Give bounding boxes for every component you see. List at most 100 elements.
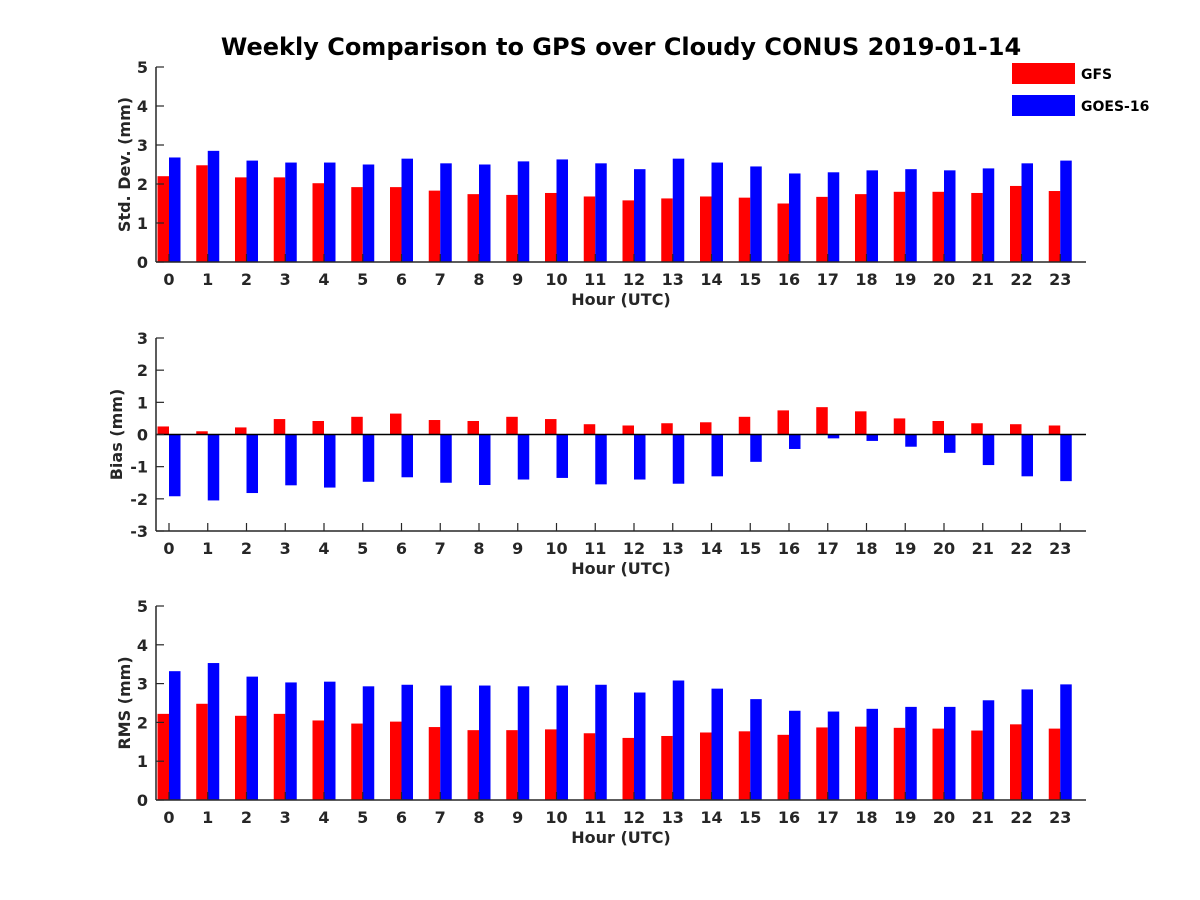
x-tick-label: 10 [545, 808, 567, 827]
bar-goes-16-14 [711, 162, 723, 262]
bar-gfs-9 [506, 730, 518, 800]
x-tick-label: 0 [163, 539, 174, 558]
bar-gfs-16 [777, 410, 789, 435]
bar-goes-16-9 [517, 161, 530, 262]
bar-gfs-6 [390, 413, 402, 435]
bar-goes-16-10 [556, 685, 568, 800]
x-tick-label: 15 [739, 270, 761, 289]
x-tick-label: 5 [357, 808, 368, 827]
x-tick-label: 1 [202, 270, 213, 289]
bar-goes-16-11 [595, 684, 607, 800]
x-tick-label: 19 [894, 808, 916, 827]
x-tick-label: 23 [1049, 808, 1071, 827]
bar-gfs-20 [932, 191, 944, 262]
legend-label-goes-16: GOES-16 [1081, 99, 1149, 115]
bar-goes-16-7 [440, 685, 452, 800]
bar-goes-16-8 [479, 164, 491, 262]
x-tick-label: 7 [435, 539, 446, 558]
bar-goes-16-16 [789, 710, 801, 800]
bar-goes-16-0 [169, 434, 181, 497]
bar-gfs-21 [971, 730, 983, 800]
x-tick-label: 12 [623, 270, 645, 289]
x-tick-label: 19 [894, 539, 916, 558]
bar-gfs-15 [738, 197, 751, 262]
bar-gfs-1 [196, 431, 208, 435]
y-tick-label: -3 [130, 522, 148, 541]
bar-gfs-23 [1048, 728, 1061, 800]
x-tick-label: 9 [512, 808, 523, 827]
bar-goes-16-23 [1060, 160, 1072, 262]
y-tick-label: 0 [137, 791, 148, 810]
x-axis-label: Hour (UTC) [571, 828, 671, 847]
x-tick-label: 0 [163, 270, 174, 289]
x-tick-label: 22 [1010, 539, 1032, 558]
bar-gfs-8 [467, 730, 479, 800]
x-tick-label: 6 [396, 539, 407, 558]
x-tick-label: 18 [855, 808, 877, 827]
x-tick-label: 11 [584, 539, 606, 558]
x-tick-label: 4 [318, 808, 329, 827]
y-tick-label: 4 [137, 636, 148, 655]
y-tick-label: -1 [130, 458, 148, 477]
x-tick-label: 18 [855, 539, 877, 558]
bar-gfs-21 [971, 423, 983, 435]
bar-goes-16-2 [246, 160, 258, 262]
bar-goes-16-15 [750, 166, 762, 262]
x-tick-label: 14 [700, 539, 722, 558]
bar-goes-16-11 [595, 434, 607, 485]
bar-goes-16-16 [789, 434, 801, 449]
bar-goes-16-2 [246, 434, 258, 494]
y-tick-label: 0 [137, 253, 148, 272]
bar-gfs-20 [932, 728, 944, 800]
bar-gfs-11 [583, 424, 596, 435]
bar-gfs-4 [312, 420, 324, 435]
bar-goes-16-23 [1060, 434, 1072, 482]
bar-gfs-22 [1010, 424, 1022, 435]
bar-goes-16-20 [944, 434, 956, 453]
bar-goes-16-21 [982, 168, 995, 262]
bar-gfs-23 [1048, 425, 1061, 435]
bar-gfs-9 [506, 194, 518, 262]
x-tick-label: 19 [894, 270, 916, 289]
bar-goes-16-4 [324, 162, 336, 262]
bar-goes-16-12 [634, 169, 646, 262]
x-axis-label: Hour (UTC) [571, 559, 671, 578]
bar-goes-16-22 [1021, 163, 1033, 262]
bar-gfs-13 [661, 198, 673, 262]
bar-gfs-2 [235, 715, 247, 800]
bar-gfs-15 [738, 416, 751, 435]
x-tick-label: 17 [817, 539, 839, 558]
bar-goes-16-9 [517, 686, 530, 800]
bar-gfs-12 [622, 737, 634, 800]
x-tick-label: 3 [280, 808, 291, 827]
bar-goes-16-20 [944, 706, 956, 800]
x-tick-label: 5 [357, 539, 368, 558]
bar-goes-16-5 [362, 434, 375, 482]
y-tick-label: 5 [137, 58, 148, 77]
x-tick-label: 0 [163, 808, 174, 827]
bar-gfs-14 [700, 422, 712, 435]
bar-gfs-17 [816, 727, 828, 800]
x-tick-label: 8 [473, 270, 484, 289]
bar-gfs-7 [428, 190, 441, 262]
bar-gfs-10 [545, 192, 557, 262]
bar-goes-16-15 [750, 434, 762, 462]
bar-gfs-1 [196, 165, 208, 262]
x-tick-label: 22 [1010, 270, 1032, 289]
x-tick-label: 17 [817, 270, 839, 289]
bar-goes-16-17 [827, 711, 840, 800]
bar-gfs-12 [622, 200, 634, 262]
x-tick-label: 2 [241, 808, 252, 827]
bar-goes-16-4 [324, 434, 336, 488]
bar-goes-16-1 [207, 434, 220, 501]
x-tick-label: 7 [435, 808, 446, 827]
bar-goes-16-23 [1060, 684, 1072, 800]
bar-goes-16-10 [556, 434, 568, 478]
x-tick-label: 20 [933, 808, 955, 827]
bar-goes-16-12 [634, 692, 646, 800]
bar-goes-16-18 [866, 434, 878, 441]
bar-goes-16-18 [866, 708, 878, 800]
bar-goes-16-17 [827, 172, 840, 262]
bar-gfs-5 [351, 187, 363, 262]
